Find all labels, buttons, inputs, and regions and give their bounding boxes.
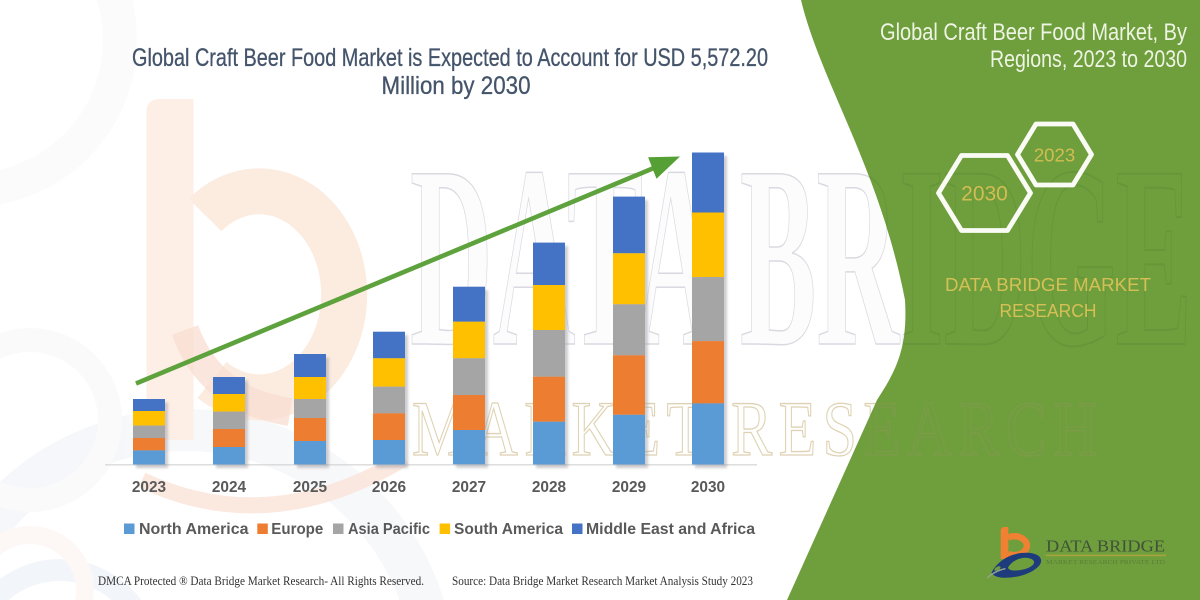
svg-text:South America: South America — [454, 521, 563, 538]
svg-text:Asia Pacific: Asia Pacific — [348, 521, 430, 538]
svg-text:2023: 2023 — [1034, 145, 1075, 166]
svg-text:2029: 2029 — [612, 479, 646, 496]
svg-text:RESEARCH: RESEARCH — [1000, 300, 1097, 321]
svg-text:DMCA Protected ® Data Bridge M: DMCA Protected ® Data Bridge Market Rese… — [98, 574, 424, 588]
svg-text:2027: 2027 — [452, 479, 486, 496]
svg-text:Regions, 2023 to 2030: Regions, 2023 to 2030 — [990, 46, 1187, 73]
svg-text:2024: 2024 — [212, 479, 247, 496]
svg-text:North America: North America — [139, 521, 249, 538]
svg-text:Source: Data Bridge Market Res: Source: Data Bridge Market Research Mark… — [452, 574, 753, 588]
svg-text:Million by 2030: Million by 2030 — [382, 72, 531, 100]
svg-text:2030: 2030 — [961, 183, 1008, 206]
svg-text:2025: 2025 — [293, 479, 328, 496]
svg-text:DATA BRIDGE MARKET: DATA BRIDGE MARKET — [945, 274, 1151, 295]
svg-text:Global Craft Beer Food Market: Global Craft Beer Food Market is Expecte… — [132, 44, 768, 72]
svg-text:Middle East and Africa: Middle East and Africa — [586, 521, 755, 538]
svg-text:2026: 2026 — [372, 479, 406, 496]
svg-text:2023: 2023 — [132, 479, 166, 496]
svg-text:2028: 2028 — [532, 479, 567, 496]
svg-text:MARKET RESEARCH: MARKET RESEARCH — [412, 385, 1104, 472]
svg-text:Global Craft Beer Food Market,: Global Craft Beer Food Market, By — [880, 19, 1187, 46]
svg-text:Europe: Europe — [271, 521, 323, 538]
svg-text:2030: 2030 — [691, 479, 725, 496]
svg-text:DATA BRIDGE: DATA BRIDGE — [1046, 537, 1165, 556]
svg-text:MARKET RESEARCH PRIVATE LTD: MARKET RESEARCH PRIVATE LTD — [1046, 559, 1165, 566]
